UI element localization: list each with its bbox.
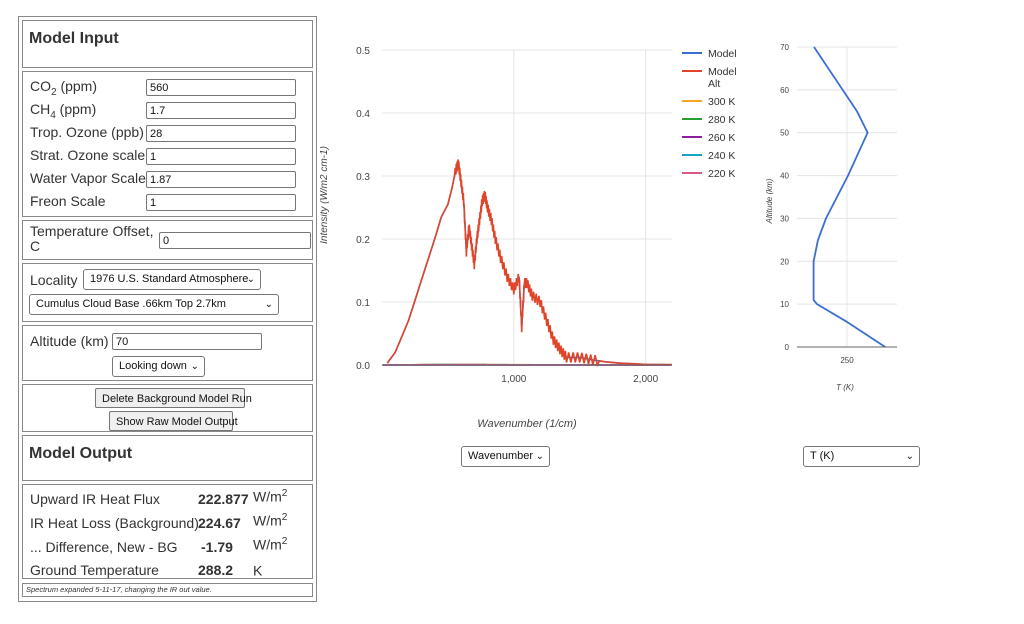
legend-label: 280 K (708, 114, 735, 126)
y-tick-label: 0.3 (356, 172, 370, 183)
difference-label: ... Difference, New - BG (30, 539, 178, 555)
spectrum-grid (382, 49, 672, 366)
y-tick-label: 50 (780, 129, 789, 138)
co2-input[interactable] (146, 79, 296, 96)
trop-ozone-input[interactable] (146, 125, 296, 142)
trop-ozone-label: Trop. Ozone (ppb) (30, 124, 144, 140)
profile-x-axis-title: T (K) (836, 383, 854, 392)
upward-flux-label: Upward IR Heat Flux (30, 491, 160, 507)
legend-label: Alt (708, 78, 720, 90)
freon-label: Freon Scale (30, 193, 106, 209)
profile-lines (812, 46, 886, 348)
gas-inputs: CO2 (ppm) CH4 (ppm) Trop. Ozone (ppb) St… (22, 71, 313, 217)
water-vapor-input[interactable] (146, 171, 296, 188)
x-tick-label: 250 (840, 356, 854, 365)
footnote: Spectrum expanded 5-11-17, changing the … (26, 585, 212, 594)
y-tick-label: 70 (780, 43, 789, 52)
model-alt-curve (386, 159, 673, 368)
spectrum-lines (382, 159, 673, 368)
difference-value: -1.79 (201, 539, 233, 555)
upward-flux-value: 222.877 (198, 491, 249, 507)
legend-label: Model (708, 66, 737, 78)
model-output-heading: Model Output (29, 445, 133, 462)
altitude-input[interactable] (112, 333, 262, 350)
legend-label: 260 K (708, 132, 735, 144)
temp-offset-label: Temperature Offset, C (30, 223, 154, 254)
note-box: Spectrum expanded 5-11-17, changing the … (22, 583, 313, 597)
chevron-down-icon: ⌄ (535, 451, 544, 462)
ground-temp-unit: K (253, 562, 263, 579)
heat-loss-value: 224.67 (198, 515, 241, 531)
x-tick-label: 1,000 (501, 374, 526, 385)
model-panel: Model Input CO2 (ppm) CH4 (ppm) Trop. Oz… (18, 16, 317, 602)
y-tick-label: 0.5 (356, 46, 370, 57)
legend-label: 300 K (708, 96, 735, 108)
y-tick-label: 0.2 (356, 235, 370, 246)
delete-background-button[interactable]: Delete Background Model Run (95, 388, 252, 408)
y-tick-label: 30 (780, 214, 789, 223)
altitude-box: Altitude (km) Looking down⌄ (22, 325, 313, 381)
locality-box: Locality 1976 U.S. Standard Atmosphere ⌄ … (22, 263, 313, 322)
temperature-profile-line (812, 46, 886, 348)
chevron-down-icon: ⌄ (190, 361, 199, 372)
y-tick-label: 20 (780, 257, 789, 266)
heat-loss-unit: W/m2 (253, 512, 288, 529)
strat-ozone-label: Strat. Ozone scale (30, 147, 146, 163)
profile-axes: 0 10 20 30 40 50 60 70 250 (780, 43, 897, 365)
y-tick-label: 0.0 (356, 361, 370, 372)
y-tick-label: 60 (780, 86, 789, 95)
spectrum-chart: 0.00.10.20.30.40.51,000 2,000 ModelModelA… (320, 46, 737, 430)
heat-loss-label: IR Heat Loss (Background) (30, 515, 199, 531)
looking-select[interactable]: Looking down ⌄ (112, 356, 205, 377)
spectrum-y-axis-title: Intensity (W/m2 cm-1) (320, 146, 330, 244)
profile-grid (797, 46, 897, 348)
y-tick-label: 40 (780, 172, 789, 181)
cloud-select[interactable]: Cumulus Cloud Base .66km Top 2.7km ⌄ (29, 294, 279, 315)
y-tick-label: 0.1 (356, 298, 370, 309)
ch4-input[interactable] (146, 102, 296, 119)
model-curve (386, 160, 673, 366)
ground-temp-label: Ground Temperature (30, 562, 159, 578)
spectrum-axis-select[interactable]: Wavenumber ⌄ (461, 446, 550, 467)
chevron-down-icon: ⌄ (905, 451, 914, 462)
difference-unit: W/m2 (253, 536, 288, 553)
co2-label: CO2 (ppm) (30, 78, 98, 98)
actions-box: Delete Background Model Run Show Raw Mod… (22, 384, 313, 432)
spectrum-axes: 0.0 0.1 0.2 0.3 0.4 0.5 1,000 2,000 (356, 46, 672, 385)
freon-input[interactable] (146, 194, 296, 211)
chevron-down-icon: ⌄ (264, 299, 273, 310)
profile-y-axis-title: Altitude (km) (765, 178, 774, 224)
y-tick-label: 0 (785, 343, 790, 352)
model-input-heading: Model Input (29, 30, 119, 47)
ch4-label: CH4 (ppm) (30, 101, 97, 121)
strat-ozone-input[interactable] (146, 148, 296, 165)
spectrum-x-axis-title: Wavenumber (1/cm) (477, 418, 577, 430)
legend-label: 220 K (708, 168, 735, 180)
locality-label: Locality (30, 272, 78, 288)
legend-label: Model (708, 48, 737, 60)
profile-variable-select[interactable]: T (K) ⌄ (803, 446, 920, 467)
water-vapor-label: Water Vapor Scale (30, 170, 146, 186)
y-tick-label: 0.4 (356, 109, 370, 120)
model-output-header: Model Output (22, 435, 313, 481)
x-tick-label: 2,000 (633, 374, 658, 385)
output-values: Upward IR Heat Flux 222.877 W/m2 IR Heat… (22, 484, 313, 579)
model-input-header: Model Input (22, 20, 313, 68)
temp-offset-box: Temperature Offset, C (22, 220, 313, 260)
y-tick-label: 10 (780, 300, 789, 309)
ground-temp-value: 288.2 (198, 562, 234, 578)
legend-label: 240 K (708, 150, 735, 162)
upward-flux-unit: W/m2 (253, 488, 288, 505)
locality-select[interactable]: 1976 U.S. Standard Atmosphere ⌄ (83, 269, 261, 290)
profile-chart: 0 10 20 30 40 50 60 70 250 T (K) Altitude (km) (765, 43, 897, 392)
chevron-down-icon: ⌄ (246, 274, 255, 285)
temp-offset-input[interactable] (159, 232, 311, 249)
show-raw-output-button[interactable]: Show Raw Model Output (109, 411, 238, 431)
altitude-label: Altitude (km) (30, 333, 109, 349)
